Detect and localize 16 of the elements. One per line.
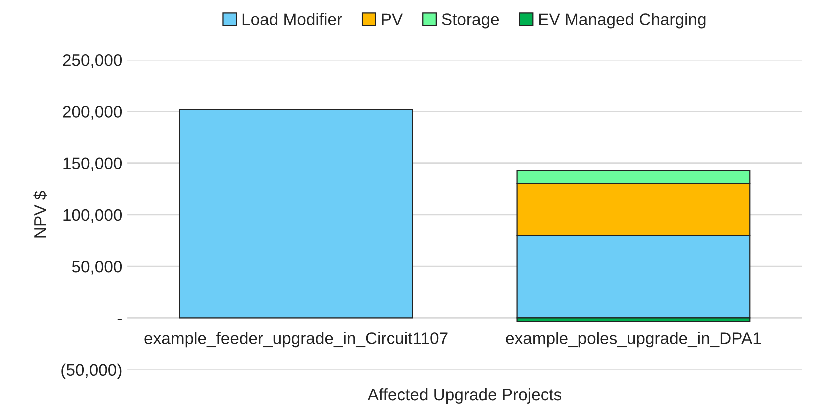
legend-label: EV Managed Charging [540, 13, 706, 29]
y-tick-label: 150,000 [64, 158, 122, 172]
y-tick-label: 200,000 [63, 106, 122, 120]
x-tick-label: example_feeder_upgrade_in_Circuit1107 [144, 332, 448, 348]
legend-label: PV [382, 14, 404, 26]
legend-label: Storage [442, 14, 500, 29]
x-tick-label: example_poles_upgrade_in_DPA1 [506, 332, 762, 348]
y-tick-label: (50,000) [62, 364, 122, 380]
x-axis-title: Affected Upgrade Projects [368, 388, 562, 404]
bar [179, 109, 414, 319]
y-tick-label: 100,000 [64, 209, 122, 224]
legend-label: Load Modifier [242, 13, 342, 26]
y-tick-label: - [118, 319, 122, 320]
y-axis-title: NPV $ [34, 191, 48, 238]
y-tick-label: 250,000 [63, 54, 122, 68]
y-tick-label: 50,000 [72, 261, 122, 275]
